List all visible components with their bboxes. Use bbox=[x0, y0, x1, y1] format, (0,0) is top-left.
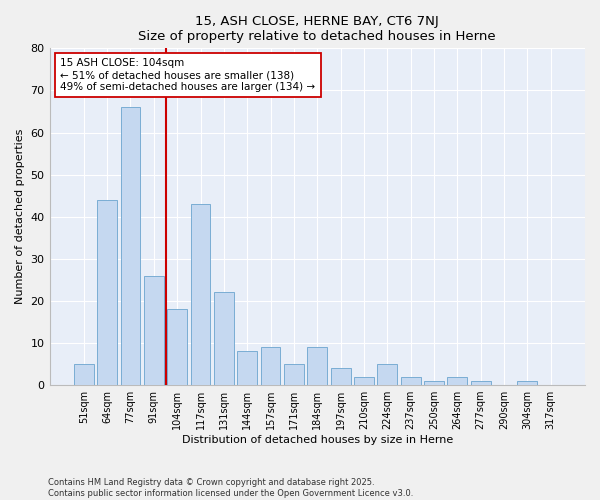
Bar bbox=[377, 364, 397, 385]
Text: 15 ASH CLOSE: 104sqm
← 51% of detached houses are smaller (138)
49% of semi-deta: 15 ASH CLOSE: 104sqm ← 51% of detached h… bbox=[60, 58, 316, 92]
Bar bbox=[74, 364, 94, 385]
Bar bbox=[307, 347, 327, 385]
Bar bbox=[144, 276, 164, 385]
Bar bbox=[471, 381, 491, 385]
Bar bbox=[448, 376, 467, 385]
Bar bbox=[354, 376, 374, 385]
Title: 15, ASH CLOSE, HERNE BAY, CT6 7NJ
Size of property relative to detached houses i: 15, ASH CLOSE, HERNE BAY, CT6 7NJ Size o… bbox=[139, 15, 496, 43]
Text: Contains HM Land Registry data © Crown copyright and database right 2025.
Contai: Contains HM Land Registry data © Crown c… bbox=[48, 478, 413, 498]
Bar bbox=[331, 368, 350, 385]
X-axis label: Distribution of detached houses by size in Herne: Distribution of detached houses by size … bbox=[182, 435, 453, 445]
Bar bbox=[167, 310, 187, 385]
Bar bbox=[424, 381, 444, 385]
Bar bbox=[517, 381, 538, 385]
Bar bbox=[97, 200, 117, 385]
Bar bbox=[121, 108, 140, 385]
Bar bbox=[260, 347, 280, 385]
Bar bbox=[401, 376, 421, 385]
Bar bbox=[214, 292, 234, 385]
Bar bbox=[284, 364, 304, 385]
Bar bbox=[191, 204, 211, 385]
Y-axis label: Number of detached properties: Number of detached properties bbox=[15, 129, 25, 304]
Bar bbox=[238, 352, 257, 385]
